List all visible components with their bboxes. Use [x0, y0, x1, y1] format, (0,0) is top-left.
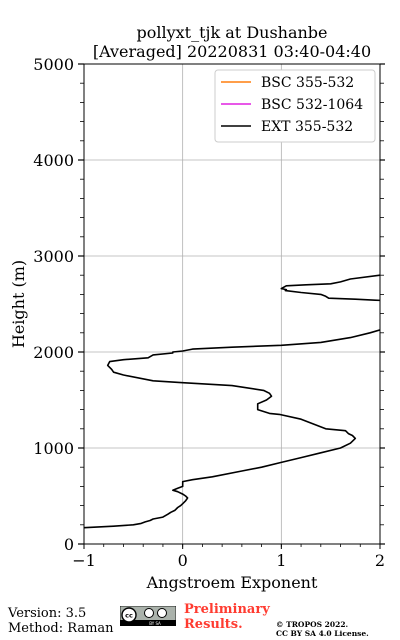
- legend: BSC 355-532 BSC 532-1064 EXT 355-532: [214, 69, 376, 143]
- x-tick-label: 1: [276, 551, 286, 570]
- y-tick-label: 4000: [33, 151, 74, 170]
- y-axis-label: Height (m): [9, 260, 28, 348]
- y-tick-label: 0: [64, 535, 74, 554]
- series-line: [280, 274, 380, 302]
- chart-title: pollyxt_tjk at Dushanbe: [136, 23, 327, 42]
- x-tick-label: 2: [375, 551, 385, 570]
- y-tick-label: 5000: [33, 55, 74, 74]
- x-tick-label: −1: [72, 551, 96, 570]
- legend-label: BSC 355-532: [261, 75, 354, 91]
- copyright-line: © TROPOS 2022.: [276, 620, 349, 629]
- method-text: Method: Raman: [8, 621, 114, 636]
- legend-label: BSC 532-1064: [261, 97, 363, 113]
- results-line: Results.: [184, 617, 243, 632]
- cc-license-badge: cc BY SA: [120, 606, 176, 626]
- x-axis-label: Angstroem Exponent: [146, 573, 318, 592]
- y-tick-label: 3000: [33, 247, 74, 266]
- legend-box: [214, 69, 376, 143]
- copyright-notice: © TROPOS 2022. CC BY SA 4.0 License.: [276, 620, 369, 638]
- preliminary-line: Preliminary: [184, 602, 270, 617]
- y-tick-label: 2000: [33, 343, 74, 362]
- preliminary-notice: Preliminary Results.: [184, 602, 270, 632]
- legend-label: EXT 355-532: [261, 119, 353, 135]
- svg-text:BY SA: BY SA: [149, 621, 161, 626]
- license-line: CC BY SA 4.0 License.: [276, 629, 369, 638]
- series-group: [84, 274, 380, 529]
- plot-frame: [83, 63, 381, 545]
- chart-subtitle: [Averaged] 20220831 03:40-04:40: [93, 42, 371, 61]
- svg-text:cc: cc: [125, 612, 133, 620]
- series-line: [84, 329, 380, 529]
- y-tick-label: 1000: [33, 439, 74, 458]
- version-text: Version: 3.5: [8, 606, 87, 621]
- x-tick-label: 0: [178, 551, 188, 570]
